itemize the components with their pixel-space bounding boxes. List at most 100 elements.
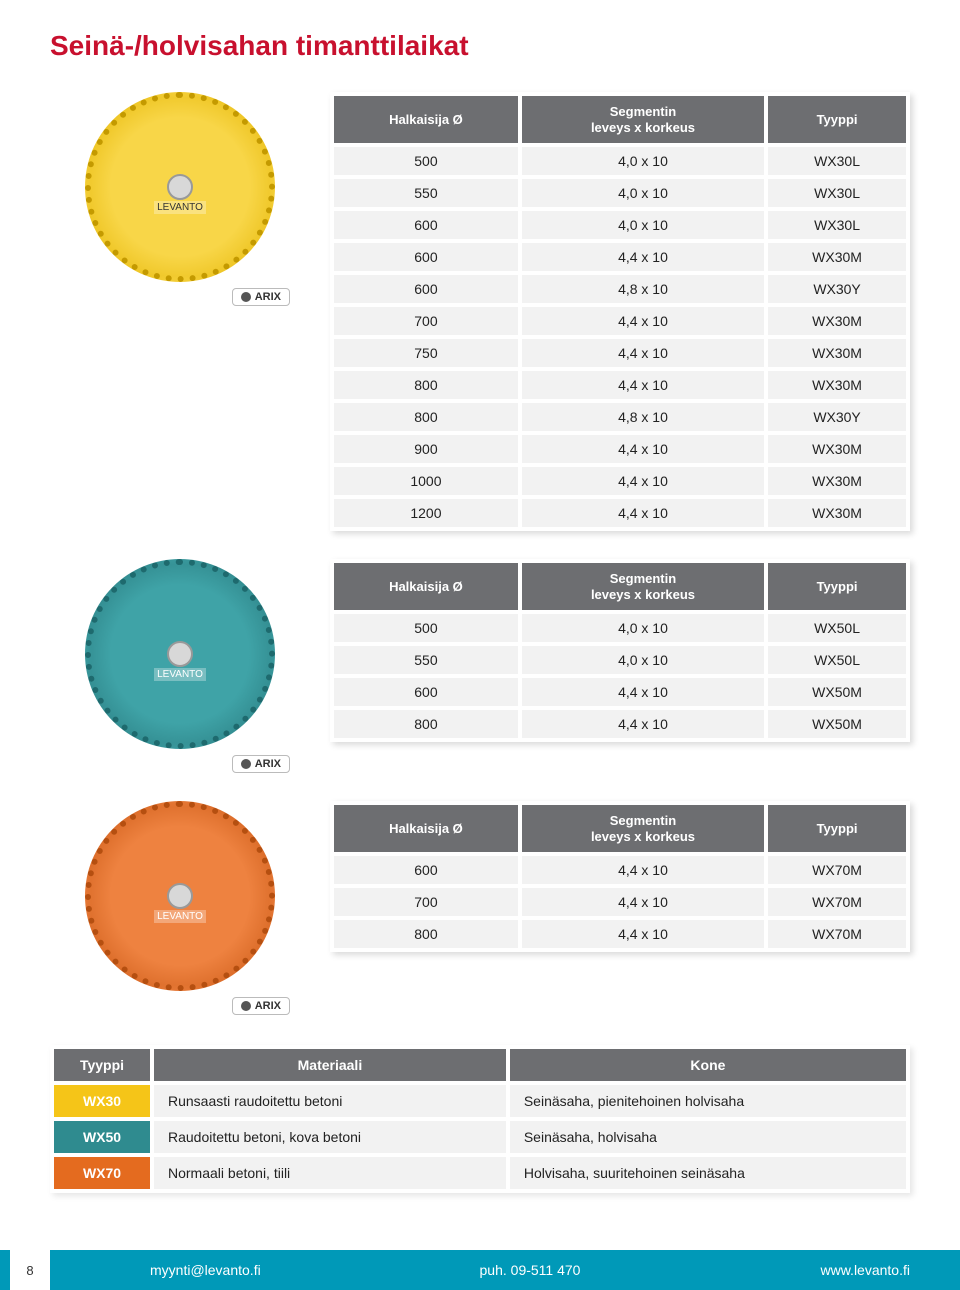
- table-cell: 600: [332, 241, 520, 273]
- table-cell: WX30Y: [766, 401, 908, 433]
- table-row: 8004,4 x 10WX30M: [332, 369, 908, 401]
- table-cell: WX30L: [766, 209, 908, 241]
- table-cell: WX50M: [766, 676, 908, 708]
- table-row: 8004,8 x 10WX30Y: [332, 401, 908, 433]
- table-cell: WX30M: [766, 337, 908, 369]
- table-cell: 600: [332, 209, 520, 241]
- spec-table-wx70: Halkaisija Ø Segmentin leveys x korkeus …: [330, 801, 910, 952]
- footer-email: myynti@levanto.fi: [150, 1262, 403, 1278]
- type-cell: WX70: [52, 1155, 152, 1191]
- table-row: 7504,4 x 10WX30M: [332, 337, 908, 369]
- disc-brand: LEVANTO: [154, 201, 206, 214]
- table-cell: 4,0 x 10: [520, 177, 766, 209]
- table-cell: 4,4 x 10: [520, 708, 766, 740]
- table-row: 5504,0 x 10WX30L: [332, 177, 908, 209]
- table-cell: 600: [332, 854, 520, 886]
- table-cell: 4,0 x 10: [520, 145, 766, 177]
- table-cell: 750: [332, 337, 520, 369]
- table-cell: WX30L: [766, 145, 908, 177]
- table-cell: WX70M: [766, 918, 908, 950]
- table-cell: 550: [332, 177, 520, 209]
- mat-col-type: Tyyppi: [52, 1047, 152, 1083]
- table-row: WX30Runsaasti raudoitettu betoniSeinäsah…: [52, 1083, 908, 1119]
- table-cell: 4,4 x 10: [520, 886, 766, 918]
- arix-badge: ARIX: [232, 755, 290, 773]
- col-dia: Halkaisija Ø: [332, 803, 520, 854]
- disc-yellow: LEVANTO: [85, 92, 275, 282]
- table-cell: 550: [332, 644, 520, 676]
- table-cell: 4,4 x 10: [520, 465, 766, 497]
- table-row: 6004,4 x 10WX70M: [332, 854, 908, 886]
- table-row: 12004,4 x 10WX30M: [332, 497, 908, 529]
- kone-cell: Seinäsaha, holvisaha: [508, 1119, 908, 1155]
- table-cell: WX30M: [766, 433, 908, 465]
- table-cell: 4,4 x 10: [520, 854, 766, 886]
- table-cell: 500: [332, 612, 520, 644]
- table-row: 6004,0 x 10WX30L: [332, 209, 908, 241]
- table-cell: WX30Y: [766, 273, 908, 305]
- disc-brand: LEVANTO: [154, 668, 206, 681]
- col-seg: Segmentin leveys x korkeus: [520, 803, 766, 854]
- col-type: Tyyppi: [766, 561, 908, 612]
- table-cell: 4,0 x 10: [520, 209, 766, 241]
- page-title: Seinä-/holvisahan timanttilaikat: [50, 30, 910, 62]
- table-cell: WX70M: [766, 854, 908, 886]
- table-row: 5004,0 x 10WX30L: [332, 145, 908, 177]
- disc-teal: LEVANTO: [85, 559, 275, 749]
- table-cell: WX70M: [766, 886, 908, 918]
- table-row: 8004,4 x 10WX70M: [332, 918, 908, 950]
- footer-phone: puh. 09-511 470: [403, 1262, 656, 1278]
- table-row: 10004,4 x 10WX30M: [332, 465, 908, 497]
- page-footer: 8 myynti@levanto.fi puh. 09-511 470 www.…: [0, 1250, 960, 1290]
- table-cell: WX30M: [766, 241, 908, 273]
- table-cell: 800: [332, 918, 520, 950]
- table-row: 6004,4 x 10WX50M: [332, 676, 908, 708]
- table-row: 9004,4 x 10WX30M: [332, 433, 908, 465]
- page-number: 8: [10, 1250, 50, 1290]
- table-cell: 4,4 x 10: [520, 369, 766, 401]
- table-cell: 4,4 x 10: [520, 497, 766, 529]
- mat-col-material: Materiaali: [152, 1047, 508, 1083]
- table-cell: 4,4 x 10: [520, 676, 766, 708]
- table-cell: WX30M: [766, 305, 908, 337]
- table-cell: 4,4 x 10: [520, 433, 766, 465]
- table-row: WX50Raudoitettu betoni, kova betoniSeinä…: [52, 1119, 908, 1155]
- table-cell: 4,0 x 10: [520, 612, 766, 644]
- table-cell: 800: [332, 708, 520, 740]
- table-cell: 600: [332, 273, 520, 305]
- table-cell: WX50L: [766, 612, 908, 644]
- col-type: Tyyppi: [766, 94, 908, 145]
- arix-badge: ARIX: [232, 288, 290, 306]
- footer-web: www.levanto.fi: [657, 1262, 910, 1278]
- arix-badge: ARIX: [232, 997, 290, 1015]
- col-dia: Halkaisija Ø: [332, 94, 520, 145]
- table-cell: 4,0 x 10: [520, 644, 766, 676]
- table-cell: 800: [332, 401, 520, 433]
- kone-cell: Holvisaha, suuritehoinen seinäsaha: [508, 1155, 908, 1191]
- table-cell: 1000: [332, 465, 520, 497]
- col-dia: Halkaisija Ø: [332, 561, 520, 612]
- kone-cell: Seinäsaha, pienitehoinen holvisaha: [508, 1083, 908, 1119]
- spec-table-wx50: Halkaisija Ø Segmentin leveys x korkeus …: [330, 559, 910, 742]
- material-cell: Runsaasti raudoitettu betoni: [152, 1083, 508, 1119]
- table-cell: 4,4 x 10: [520, 337, 766, 369]
- table-cell: 4,8 x 10: [520, 401, 766, 433]
- table-row: WX70Normaali betoni, tiiliHolvisaha, suu…: [52, 1155, 908, 1191]
- table-cell: 4,4 x 10: [520, 305, 766, 337]
- spec-table-wx30: Halkaisija Ø Segmentin leveys x korkeus …: [330, 92, 910, 531]
- table-cell: 800: [332, 369, 520, 401]
- table-row: 7004,4 x 10WX70M: [332, 886, 908, 918]
- table-cell: 4,4 x 10: [520, 918, 766, 950]
- table-cell: 4,8 x 10: [520, 273, 766, 305]
- table-cell: WX50M: [766, 708, 908, 740]
- table-row: 6004,8 x 10WX30Y: [332, 273, 908, 305]
- table-cell: WX30M: [766, 497, 908, 529]
- disc-brand: LEVANTO: [154, 910, 206, 923]
- table-cell: 700: [332, 886, 520, 918]
- mat-col-kone: Kone: [508, 1047, 908, 1083]
- material-cell: Raudoitettu betoni, kova betoni: [152, 1119, 508, 1155]
- table-row: 5504,0 x 10WX50L: [332, 644, 908, 676]
- type-cell: WX50: [52, 1119, 152, 1155]
- table-row: 5004,0 x 10WX50L: [332, 612, 908, 644]
- table-cell: 4,4 x 10: [520, 241, 766, 273]
